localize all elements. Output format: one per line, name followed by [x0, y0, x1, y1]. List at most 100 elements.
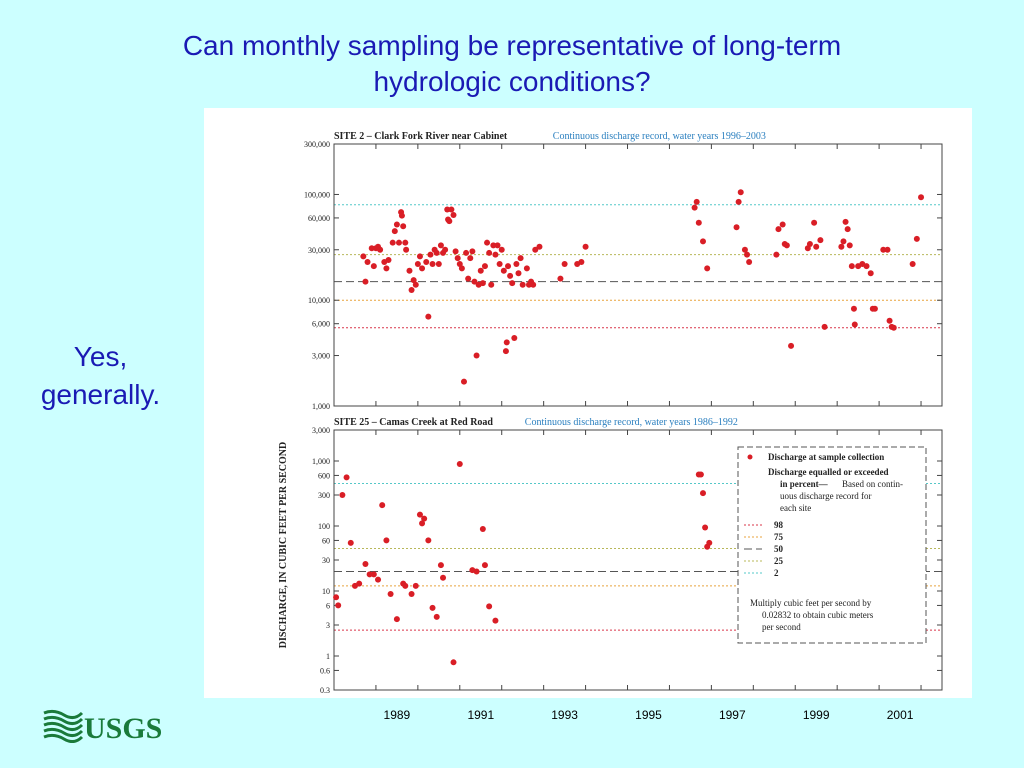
slide-title-line-2: hydrologic conditions? — [373, 66, 651, 97]
panel-2-y-tick-label: 300 — [318, 491, 330, 500]
panel-1-data-point — [477, 267, 484, 274]
panel-1-data-point — [419, 265, 426, 272]
legend-note-line-2: 0.02832 to obtain cubic meters — [762, 610, 874, 620]
panel-1-data-point — [469, 248, 476, 255]
panel-1-data-point — [737, 189, 744, 196]
panel-2-data-point — [697, 471, 704, 478]
legend-percentile-98-label: 98 — [774, 520, 784, 530]
panel-2-data-point — [412, 582, 419, 589]
panel-1-data-point — [744, 251, 751, 258]
panel-1-data-point — [498, 246, 505, 253]
panel-1-data-point — [523, 265, 530, 272]
panel-2-data-point — [702, 524, 709, 531]
panel-1-data-point — [465, 275, 472, 282]
y-axis-label: DISCHARGE, IN CUBIC FEET PER SECOND — [278, 442, 289, 649]
panel-1-data-point — [813, 243, 820, 250]
panel-1-data-point — [377, 246, 384, 253]
usgs-logo: USGS — [43, 709, 162, 743]
panel-1-data-point — [402, 239, 409, 246]
legend-header-line-2: in percent— — [780, 479, 829, 489]
panel-2-data-point — [393, 616, 400, 623]
legend-header-line-1: Discharge equalled or exceeded — [768, 467, 889, 477]
panel-1-y-tick-label: 30,000 — [308, 246, 330, 255]
panel-1-y-tick-label: 3,000 — [312, 352, 330, 361]
discharge-figure: 1,000 3,000 6,000 10,000 30,000 60,000 100,000… — [204, 108, 972, 698]
panel-2-subtitle: Continuous discharge record, water years… — [525, 417, 738, 428]
panel-2-y-tick-label: 30 — [322, 556, 330, 565]
panel-1-data-point — [838, 243, 845, 250]
panel-1-data-point — [423, 258, 430, 265]
panel-2-y-tick-label: 3,000 — [312, 426, 330, 435]
panel-1-data-point — [735, 198, 742, 205]
legend-header-line-3: Based on contin- — [842, 479, 903, 489]
panel-1-data-point — [395, 239, 402, 246]
panel-1-data-point — [505, 263, 512, 270]
panel-1-data-point — [479, 280, 486, 287]
panel-1-data-point — [502, 348, 509, 355]
panel-1-data-point — [733, 224, 740, 231]
panel-1-data-point — [779, 221, 786, 228]
panel-1-data-point — [840, 238, 847, 245]
panel-1-data-point — [492, 251, 499, 258]
panel-2-data-point — [699, 490, 706, 497]
panel-1-data-point — [821, 323, 828, 330]
panel-1-data-point — [788, 342, 795, 349]
panel-1-data-point — [532, 246, 539, 253]
panel-2-data-point — [416, 511, 423, 518]
panel-1-data-point — [886, 317, 893, 324]
panel-2-data-point — [492, 617, 499, 624]
panel-1-data-point — [513, 261, 520, 268]
panel-1-data-point — [425, 313, 432, 320]
panel-2-data-point — [362, 561, 369, 568]
slide-title: Can monthly sampling be representative o… — [0, 28, 1024, 100]
panel-1-data-point — [863, 263, 870, 270]
panel-1-data-point — [811, 219, 818, 226]
panel-1-y-tick-label: 6,000 — [312, 320, 330, 329]
panel-2-data-point — [456, 460, 463, 467]
panel-1-data-point — [530, 281, 537, 288]
panel-1-data-point — [909, 261, 916, 268]
panel-2-data-point — [429, 604, 436, 611]
panel-2-data-point — [419, 520, 426, 527]
legend-note-line-3: per second — [762, 622, 801, 632]
panel-2-data-point — [366, 571, 373, 578]
legend-percentile-75-label: 75 — [774, 532, 784, 542]
panel-2-y-tick-label: 1,000 — [312, 457, 330, 466]
panel-1-data-point — [414, 261, 421, 268]
panel-1-data-point — [400, 223, 407, 230]
discharge-chart: 1,000 3,000 6,000 10,000 30,000 60,000 100,000… — [278, 131, 943, 695]
legend-box — [737, 446, 927, 644]
panel-1-data-point — [416, 253, 423, 260]
panel-1-data-point — [773, 251, 780, 258]
panel-1-data-point — [918, 194, 925, 201]
panel-1-data-point — [741, 246, 748, 253]
panel-2-data-point — [481, 562, 488, 569]
panel-1-data-point — [695, 219, 702, 226]
panel-1-data-point — [746, 258, 753, 265]
panel-2-y-tick-label: 1 — [326, 652, 330, 661]
panel-1-data-point — [484, 239, 491, 246]
panel-1-data-point — [446, 218, 453, 225]
panel-1-data-point — [880, 246, 887, 253]
panel-1-data-point — [848, 263, 855, 270]
x-tick-label-1997: 1997 — [718, 708, 746, 722]
slide-title-line-1: Can monthly sampling be representative o… — [182, 30, 842, 61]
usgs-wave-icon — [43, 709, 84, 743]
panel-2-data-point — [383, 537, 390, 544]
panel-2-y-tick-label: 10 — [322, 587, 330, 596]
panel-1-data-point — [846, 242, 853, 249]
panel-1-data-point — [578, 258, 585, 265]
panel-1-data-point — [383, 265, 390, 272]
panel-1-y-tick-label: 1,000 — [312, 402, 330, 411]
panel-1-data-point — [693, 198, 700, 205]
panel-2-data-point — [402, 582, 409, 589]
legend-percentile-25-label: 25 — [774, 556, 784, 566]
panel-2-data-point — [379, 502, 386, 509]
panel-1-data-point — [458, 265, 465, 272]
legend-point-swatch — [747, 454, 753, 460]
panel-1-data-point — [783, 242, 790, 249]
panel-2-y-tick-label: 600 — [318, 471, 330, 480]
panel-1-data-point — [515, 270, 522, 277]
panel-1-data-point — [463, 249, 470, 256]
x-tick-label-1989: 1989 — [383, 708, 411, 722]
